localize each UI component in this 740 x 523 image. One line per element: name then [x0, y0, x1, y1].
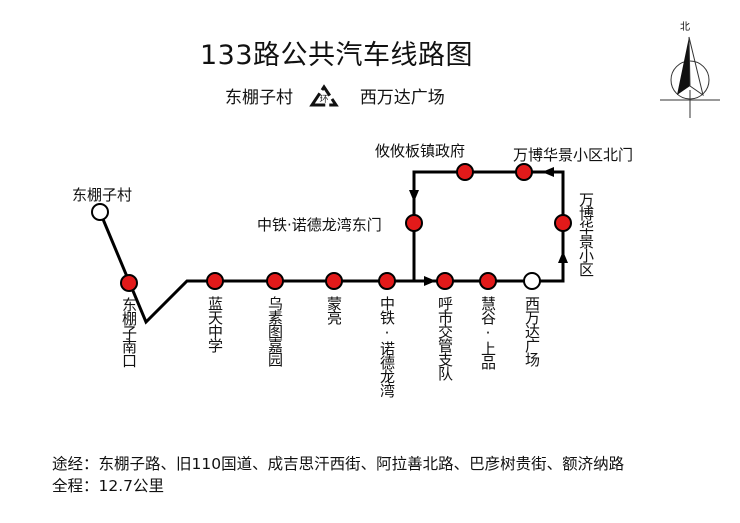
station-marker — [515, 163, 533, 181]
station-marker — [120, 274, 138, 292]
direction-arrows — [409, 167, 568, 286]
arrow-down-icon — [409, 190, 419, 202]
station-label: 攸攸板镇政府 — [375, 142, 466, 160]
station-label: 万博华景小区北门 — [513, 146, 634, 164]
station-label: 蓝天中学 — [206, 296, 224, 352]
station-marker — [378, 272, 396, 290]
station-label: 东棚子南口 — [120, 297, 138, 367]
compass-label: 北 — [680, 22, 690, 33]
station-label: 慧谷·上品 — [479, 296, 497, 369]
station-marker — [325, 272, 343, 290]
station-label: 东棚子村 — [72, 186, 133, 204]
subtitle-from: 东棚子村 — [225, 88, 293, 108]
route-via-text: 途经：东棚子路、旧110国道、成吉思汗西街、阿拉善北路、巴彦树贵街、额济纳路 — [52, 455, 625, 473]
arrow-up-icon — [558, 251, 568, 263]
station-label: 中铁·诺德龙湾 — [378, 296, 396, 397]
station-marker — [206, 272, 224, 290]
station-marker — [554, 214, 572, 232]
station-label: 乌素图嘉园 — [266, 296, 284, 366]
subtitle-to: 西万达广场 — [359, 88, 445, 108]
route-line — [98, 170, 565, 325]
terminal-station-marker — [91, 203, 109, 221]
station-label: 呼市交管支队 — [436, 296, 454, 380]
station-marker — [436, 272, 454, 290]
station-label: 西万达广场 — [523, 296, 541, 366]
map-title: 133路公共汽车线路图 — [200, 40, 474, 71]
station-label: 万博华景小区 — [577, 192, 595, 276]
station-label: 蒙亮 — [325, 296, 343, 324]
loop-icon: 环 — [298, 84, 354, 109]
station-label: 中铁·诺德龙湾东门 — [257, 216, 382, 234]
terminal-station-marker — [523, 272, 541, 290]
arrow-right-icon — [424, 276, 436, 286]
route-length-text: 全程：12.7公里 — [52, 477, 165, 495]
loop-symbol: 环 — [320, 94, 329, 105]
route-subtitle: 东棚子村 环 西万达广场 — [225, 83, 445, 109]
station-marker — [456, 163, 474, 181]
station-marker — [266, 272, 284, 290]
compass-icon — [660, 36, 720, 118]
station-marker — [405, 214, 423, 232]
station-marker — [479, 272, 497, 290]
arrow-left-icon — [542, 167, 554, 177]
